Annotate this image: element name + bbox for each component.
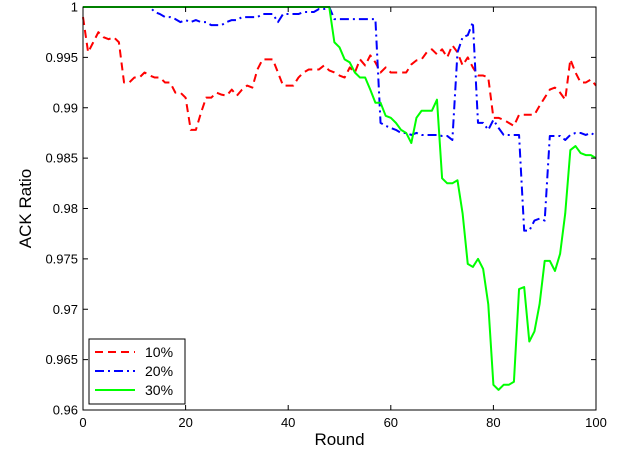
x-tick-label: 80: [486, 415, 500, 430]
x-tick-label: 60: [384, 415, 398, 430]
legend-box: [88, 338, 186, 405]
x-tick-label: 100: [585, 415, 607, 430]
y-tick-label: 1: [71, 0, 78, 15]
y-tick-label: 0.965: [45, 352, 78, 367]
y-axis-label: ACK Ratio: [16, 169, 35, 248]
x-tick-label: 0: [79, 415, 86, 430]
x-tick-label: 20: [178, 415, 192, 430]
legend-label: 20%: [145, 363, 173, 379]
legend-entry-3: 30%: [95, 382, 173, 398]
legend-label: 30%: [145, 382, 173, 398]
y-tick-label: 0.98: [53, 201, 78, 216]
y-tick-label: 0.995: [45, 50, 78, 65]
legend-entry-1: 10%: [95, 344, 173, 360]
legend: 10% 20% 30%: [88, 338, 186, 405]
x-axis-label: Round: [314, 430, 364, 449]
legend-entry-2: 20%: [95, 363, 173, 379]
y-tick-label: 0.97: [53, 302, 78, 317]
legend-label: 10%: [145, 344, 173, 360]
ticks-layer: 0 20 40 60 80 100 0.96 0.965 0.97 0.975 0.98 0.985 0…: [45, 0, 606, 430]
y-tick-label: 0.975: [45, 251, 78, 266]
series-line-1: [82, 16, 597, 131]
y-tick-label: 0.99: [53, 100, 78, 115]
y-tick-label: 0.985: [45, 151, 78, 166]
x-tick-label: 40: [281, 415, 295, 430]
y-tick-label: 0.96: [53, 403, 78, 418]
